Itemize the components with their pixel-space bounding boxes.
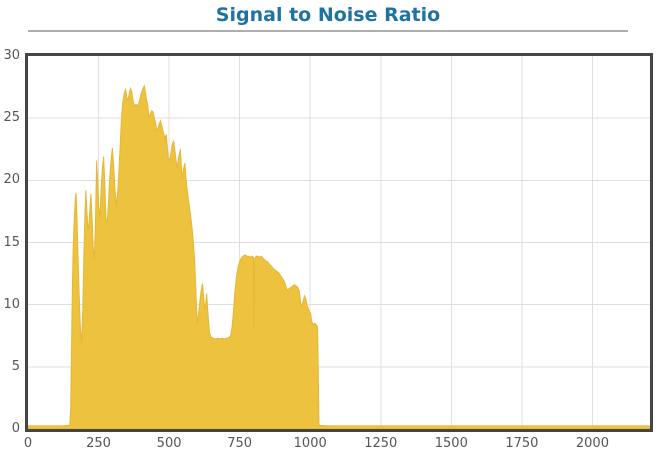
y-tick-label: 15 — [3, 234, 20, 250]
y-tick-label: 30 — [3, 48, 20, 63]
y-tick-label: 5 — [11, 358, 20, 374]
x-tick-label: 1750 — [505, 436, 539, 451]
x-tick-label: 1500 — [434, 436, 468, 451]
x-tick-label: 500 — [156, 436, 182, 451]
plot-frame — [25, 53, 653, 432]
x-tick-label: 250 — [86, 436, 111, 451]
x-tick-label: 1000 — [293, 436, 327, 451]
y-tick-label: 25 — [3, 110, 20, 126]
y-tick-label: 20 — [3, 172, 20, 188]
chart-title: Signal to Noise Ratio — [215, 4, 441, 26]
plot-canvas[interactable] — [28, 56, 650, 429]
x-tick-label: 0 — [23, 436, 33, 451]
y-tick-label: 0 — [11, 421, 20, 436]
x-tick-label: 1250 — [364, 436, 398, 451]
x-tick-label: 750 — [227, 436, 253, 451]
snr-area-series — [28, 84, 650, 429]
x-tick-label: 2000 — [575, 436, 609, 451]
y-tick-label: 10 — [3, 296, 20, 312]
title-underline — [28, 30, 628, 32]
